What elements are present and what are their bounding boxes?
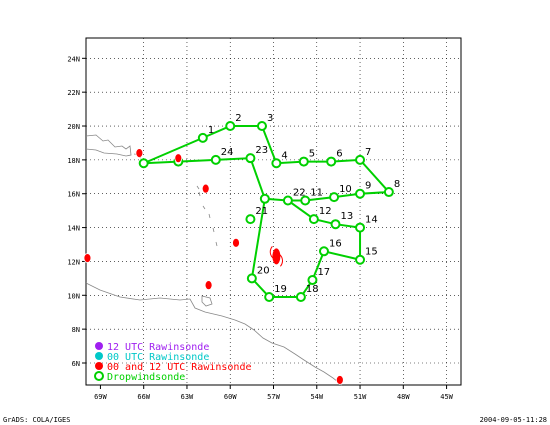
dropwindsonde-label: 20	[257, 265, 270, 276]
legend-label-dropwindsonde: Dropwindsonde	[107, 372, 185, 383]
footer-right-timestamp: 2004-09-05-11:28	[480, 416, 547, 424]
dropwindsonde-label: 1	[208, 125, 214, 136]
dropwindsonde-label: 3	[267, 113, 273, 124]
lat-tick-label: 6N	[72, 360, 80, 368]
coastline-lesser-antilles	[196, 185, 218, 247]
dropwindsonde-point	[282, 195, 293, 206]
dropwindsonde-label: 8	[394, 179, 400, 190]
lat-tick-label: 14N	[67, 225, 80, 233]
rawinsonde-00-12-utc-station	[174, 153, 183, 164]
dropwindsonde-point	[225, 121, 236, 132]
lat-tick-label: 22N	[67, 89, 80, 97]
dropwindsonde-point	[210, 154, 221, 165]
dropwindsonde-label: 6	[336, 149, 342, 160]
legend-item-00and12utc: 00 and 12 UTC Rawinsonde	[95, 362, 252, 373]
legend-label-00and12utc: 00 and 12 UTC Rawinsonde	[107, 362, 252, 373]
dropwindsonde-label: 11	[310, 187, 323, 198]
dropwindsonde-point	[197, 132, 208, 143]
dropwindsonde-point	[330, 219, 341, 230]
rawinsonde-00-12-utc-station	[232, 237, 240, 248]
legend: 12 UTC Rawinsonde 00 UTC Rawinsonde 00 a…	[94, 342, 252, 383]
dropwindsonde-label: 9	[365, 181, 371, 192]
lon-tick-label: 51W	[354, 393, 367, 401]
dropwindsonde-point	[326, 156, 337, 167]
dropwindsonde-label: 18	[306, 284, 319, 295]
dropwindsonde-point	[308, 214, 319, 225]
dropwindsonde-point	[298, 156, 309, 167]
dropwindsonde-label: 16	[329, 238, 342, 249]
dropwindsonde-label: 17	[317, 267, 330, 278]
dropwindsonde-label: 7	[365, 147, 371, 158]
legend-item-12utc: 12 UTC Rawinsonde	[95, 342, 209, 353]
rawinsonde-00-12-utc-station	[201, 183, 210, 194]
dropwindsonde-point	[256, 121, 267, 132]
dropwindsonde-point	[329, 192, 340, 203]
footer-left-credit: GrADS: COLA/IGES	[3, 416, 70, 424]
dropwindsonde-label: 12	[319, 206, 332, 217]
dropwindsonde-point	[383, 187, 394, 198]
lon-tick-label: 63W	[181, 393, 194, 401]
dropwindsonde-label: 15	[365, 247, 378, 258]
lon-tick-label: 60W	[224, 393, 237, 401]
dropwindsonde-point	[355, 154, 366, 165]
legend-item-00utc: 00 UTC Rawinsonde	[95, 352, 209, 363]
dropwindsonde-label: 4	[281, 150, 287, 161]
dropwindsonde-point	[259, 193, 270, 204]
rawinsonde-00-12-utc-station	[83, 253, 92, 263]
coastline-trinidad	[201, 295, 213, 307]
lon-tick-label: 54W	[310, 393, 323, 401]
rawinsonde-00-12-utc-station	[204, 280, 213, 291]
lat-tick-label: 20N	[67, 123, 80, 131]
dropwindsonde-point	[355, 222, 366, 233]
coastline-hispaniola	[85, 134, 132, 157]
legend-label-12utc: 12 UTC Rawinsonde	[107, 342, 209, 353]
lon-tick-label: 66W	[137, 393, 150, 401]
dropwindsonde-label: 14	[365, 215, 378, 226]
dropwindsonde-label: 21	[255, 206, 268, 217]
dropwindsonde-label: 24	[221, 147, 234, 158]
dropwindsonde-point	[300, 195, 311, 206]
dropwindsonde-label: 23	[255, 145, 268, 156]
lat-tick-label: 12N	[67, 258, 80, 266]
lat-tick-label: 24N	[67, 55, 80, 63]
legend-label-00utc: 00 UTC Rawinsonde	[107, 352, 209, 363]
dropwindsonde-label: 19	[274, 284, 287, 295]
lat-tick-label: 18N	[67, 157, 80, 165]
dropwindsonde-point	[245, 214, 256, 225]
lat-tick-label: 10N	[67, 292, 80, 300]
dropwindsonde-point	[246, 273, 257, 284]
coastline-south-america	[85, 282, 343, 386]
dropwindsonde-point	[138, 158, 149, 169]
dropwindsonde-label: 5	[309, 149, 315, 160]
dropwindsonde-label: 13	[341, 211, 354, 222]
lat-tick-label: 16N	[67, 191, 80, 199]
dropwindsonde-point	[264, 291, 275, 302]
lat-tick-label: 8N	[72, 326, 80, 334]
rawinsonde-markers	[83, 148, 344, 385]
dropwindsonde-label: 2	[235, 113, 241, 124]
rawinsonde-00-12-utc-station	[135, 148, 144, 159]
dropwindsonde-point	[245, 153, 256, 164]
dropwindsonde-label: 10	[339, 184, 352, 195]
rawinsonde-00-12-utc-station	[335, 375, 344, 385]
lon-tick-label: 48W	[397, 393, 410, 401]
dropwindsonde-point	[355, 254, 366, 265]
dropwindsonde-label: 22	[293, 187, 306, 198]
grid-lines: 69W 66W 63W 60W 57W 54W 51W 48W 45W24N22N20N18N1…	[67, 38, 461, 401]
lon-tick-label: 69W	[94, 393, 107, 401]
dropwindsonde-point	[271, 158, 282, 169]
dropwindsonde-point	[307, 275, 318, 286]
dropwindsonde-point	[355, 188, 366, 199]
dropwindsonde-point	[318, 246, 329, 257]
coastlines	[85, 134, 343, 386]
lon-tick-label: 45W	[440, 393, 453, 401]
legend-item-dropwindsonde: Dropwindsonde	[94, 371, 185, 383]
dropwindsonde-point	[295, 291, 306, 302]
tropical-storm-symbol	[269, 246, 283, 267]
lon-tick-label: 57W	[267, 393, 280, 401]
